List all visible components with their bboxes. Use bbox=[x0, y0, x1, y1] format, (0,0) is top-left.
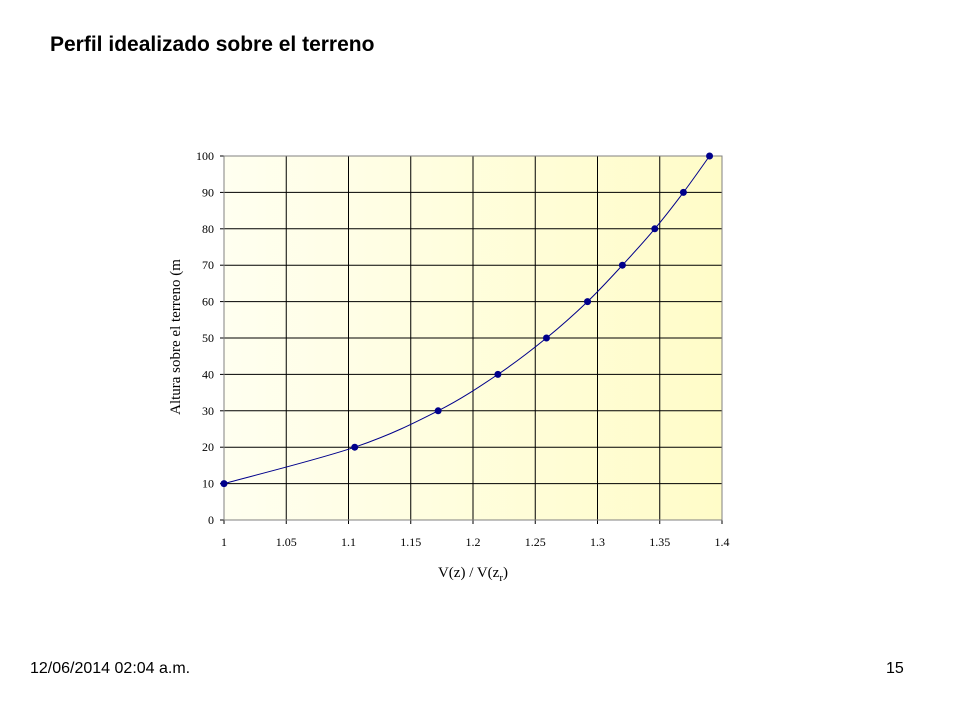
y-axis-label: Altura sobre el terreno (m bbox=[168, 259, 184, 415]
x-tick-label: 1.1 bbox=[341, 535, 356, 549]
plot-border bbox=[223, 155, 723, 521]
x-tick-label: 1.4 bbox=[715, 535, 730, 549]
page-number: 15 bbox=[886, 660, 904, 677]
x-tick-label: 1.3 bbox=[590, 535, 605, 549]
grid-lines bbox=[220, 155, 723, 524]
footer-date: 12/06/2014 02:04 a.m. bbox=[30, 660, 191, 677]
y-tick-label: 60 bbox=[202, 295, 214, 309]
x-tick-label: 1 bbox=[221, 535, 227, 549]
y-tick-label: 10 bbox=[202, 477, 214, 491]
data-point bbox=[220, 480, 228, 488]
tick-labels: 1 1.05 1.1 1.15 1.2 1.25 1.3 1.35 1.4 0 10 20 30 40 50… bbox=[196, 149, 730, 549]
data-point bbox=[584, 298, 592, 306]
data-point bbox=[434, 407, 442, 415]
data-points bbox=[220, 152, 714, 488]
slide-title: Perfil idealizado sobre el terreno bbox=[50, 33, 375, 56]
data-point bbox=[706, 152, 714, 160]
x-axis-label: V(z) / V(zr) bbox=[438, 565, 508, 584]
y-tick-label: 40 bbox=[202, 367, 214, 381]
x-tick-label: 1.25 bbox=[525, 535, 546, 549]
data-point bbox=[351, 443, 359, 451]
data-point bbox=[494, 370, 502, 378]
data-point bbox=[542, 334, 550, 342]
series-line bbox=[223, 155, 710, 485]
y-tick-label: 70 bbox=[202, 258, 214, 272]
y-tick-label: 50 bbox=[202, 331, 214, 345]
y-tick-label: 100 bbox=[196, 149, 214, 163]
x-tick-label: 1.15 bbox=[400, 535, 421, 549]
data-point bbox=[679, 188, 687, 196]
y-tick-label: 90 bbox=[202, 185, 214, 199]
y-tick-label: 20 bbox=[202, 440, 214, 454]
x-tick-label: 1.2 bbox=[466, 535, 481, 549]
x-tick-label: 1.35 bbox=[649, 535, 670, 549]
y-tick-label: 80 bbox=[202, 222, 214, 236]
data-point bbox=[618, 261, 626, 269]
data-point bbox=[651, 225, 659, 233]
x-tick-label: 1.05 bbox=[276, 535, 297, 549]
y-tick-label: 30 bbox=[202, 404, 214, 418]
y-tick-label: 0 bbox=[208, 513, 214, 527]
